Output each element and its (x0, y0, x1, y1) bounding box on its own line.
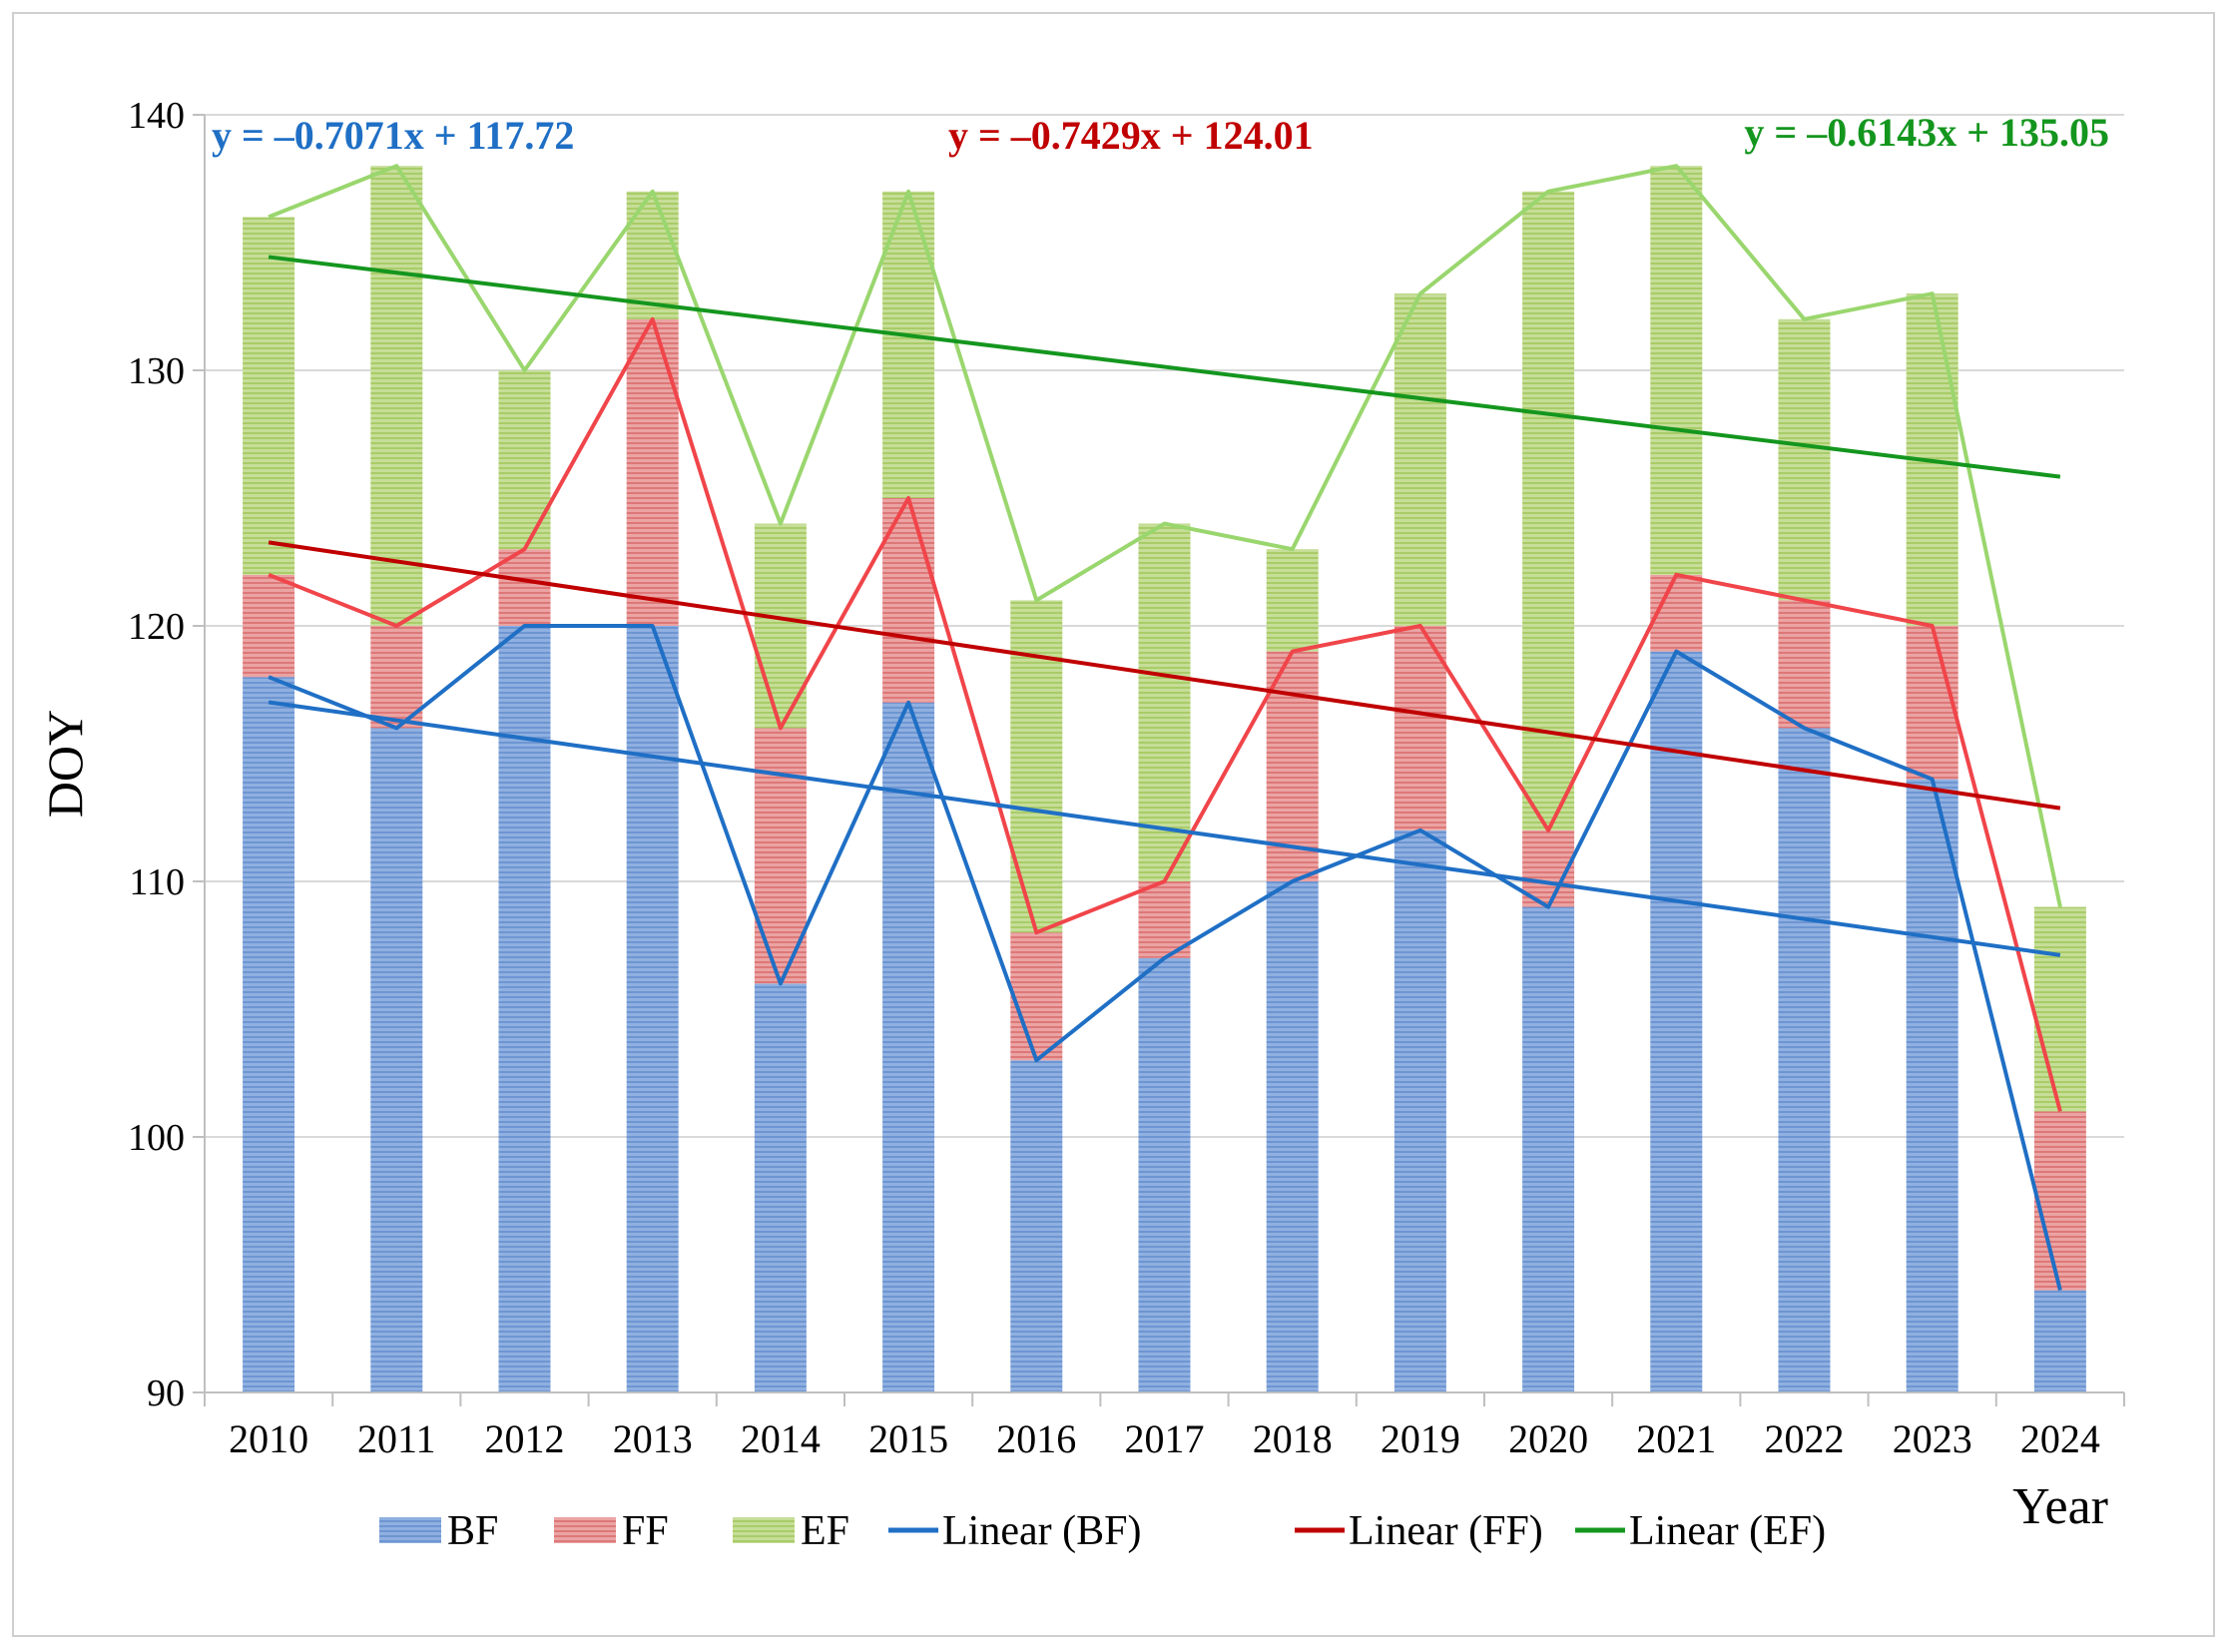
bar-ff-2012 (498, 549, 551, 626)
legend-swatch-bf (379, 1517, 441, 1543)
x-tick-label: 2021 (1636, 1416, 1716, 1461)
trend-equation-ef: y = –0.6143x + 135.05 (1744, 110, 2109, 155)
x-tick-label: 2014 (741, 1416, 821, 1461)
y-tick-label: 120 (128, 606, 185, 648)
x-tick-label: 2017 (1125, 1416, 1205, 1461)
bar-bf-2012 (498, 626, 551, 1392)
bar-bf-2011 (370, 728, 423, 1392)
x-axis-label: Year (2012, 1478, 2108, 1535)
bar-bf-2018 (1266, 881, 1319, 1392)
legend-swatch-ef (733, 1517, 795, 1543)
y-axis-label: DOY (37, 710, 93, 818)
bar-bf-2017 (1138, 957, 1191, 1392)
bar-ff-2016 (1010, 932, 1063, 1061)
y-tick-label: 90 (147, 1373, 185, 1414)
trendline-ff (268, 540, 2061, 811)
trendlines (268, 255, 2061, 957)
bar-bf-2024 (2033, 1290, 2086, 1392)
bar-ff-2023 (1906, 626, 1958, 780)
axes: 90 100 110 120 130 140 2010 2011 2012 2013 2014 201… (128, 95, 2125, 1461)
legend-label: BF (447, 1508, 498, 1554)
legend-label: Linear (EF) (1629, 1508, 1826, 1554)
x-tick-label: 2019 (1381, 1416, 1460, 1461)
bar-ef-2024 (2033, 906, 2086, 1112)
legend-label: Linear (BF) (942, 1508, 1141, 1554)
bar-bf-2022 (1778, 728, 1831, 1392)
bar-ff-2010 (243, 574, 295, 678)
bar-bf-2020 (1522, 906, 1575, 1392)
series-line-ef (268, 164, 2062, 908)
bar-ef-2018 (1266, 549, 1319, 652)
legend-label: Linear (FF) (1349, 1508, 1543, 1554)
bar-bf-2013 (626, 626, 679, 1392)
series-lines (268, 164, 2062, 1292)
bar-bf-2015 (882, 702, 935, 1392)
series-line-bf (268, 624, 2062, 1292)
x-tick-label: 2022 (1765, 1416, 1845, 1461)
x-tick-label: 2012 (485, 1416, 565, 1461)
trend-equation-ff: y = –0.7429x + 124.01 (948, 113, 1314, 158)
trendline-ef (268, 255, 2061, 479)
bar-ff-2024 (2033, 1111, 2086, 1291)
bar-ef-2012 (498, 370, 551, 550)
y-tick-label: 140 (128, 95, 185, 137)
bar-ff-2022 (1778, 600, 1831, 729)
bar-ff-2019 (1393, 626, 1446, 830)
bar-bf-2019 (1393, 829, 1446, 1392)
bar-ef-2011 (370, 166, 423, 626)
x-tick-label: 2023 (1893, 1416, 1972, 1461)
x-tick-label: 2020 (1508, 1416, 1588, 1461)
x-tick-label: 2010 (229, 1416, 308, 1461)
legend-label: FF (622, 1508, 669, 1554)
bar-ef-2010 (243, 217, 295, 575)
x-tick-label: 2024 (2020, 1416, 2100, 1461)
bar-bf-2021 (1650, 651, 1703, 1392)
bar-bf-2014 (754, 983, 807, 1392)
bar-ff-2013 (626, 318, 679, 626)
x-tick-label: 2018 (1253, 1416, 1333, 1461)
bar-ef-2020 (1522, 191, 1575, 830)
bar-ef-2022 (1778, 318, 1831, 601)
legend-label: EF (801, 1508, 849, 1554)
x-tick-label: 2013 (613, 1416, 693, 1461)
legend: BF FF EF Linear (BF) Linear (FF) Linear (EF) (379, 1508, 1826, 1554)
y-tick-label: 100 (128, 1117, 185, 1159)
trendline-bf (268, 700, 2061, 957)
x-tick-label: 2016 (996, 1416, 1076, 1461)
y-tick-label: 130 (128, 350, 185, 392)
bar-bf-2023 (1906, 779, 1958, 1392)
trend-equation-bf: y = –0.7071x + 117.72 (212, 113, 574, 158)
series-line-ff (268, 316, 2062, 1112)
bar-ef-2019 (1393, 293, 1446, 626)
y-tick-label: 110 (129, 861, 185, 903)
bar-ff-2011 (370, 626, 423, 729)
legend-swatch-ff (554, 1517, 616, 1543)
bars (243, 166, 2086, 1392)
bar-ff-2017 (1138, 881, 1191, 958)
bar-ef-2016 (1010, 600, 1063, 933)
x-tick-label: 2015 (868, 1416, 948, 1461)
bar-bf-2016 (1010, 1060, 1063, 1392)
bar-bf-2010 (243, 677, 295, 1392)
bar-ef-2021 (1650, 166, 1703, 575)
x-tick-label: 2011 (357, 1416, 436, 1461)
bar-ef-2017 (1138, 523, 1191, 881)
